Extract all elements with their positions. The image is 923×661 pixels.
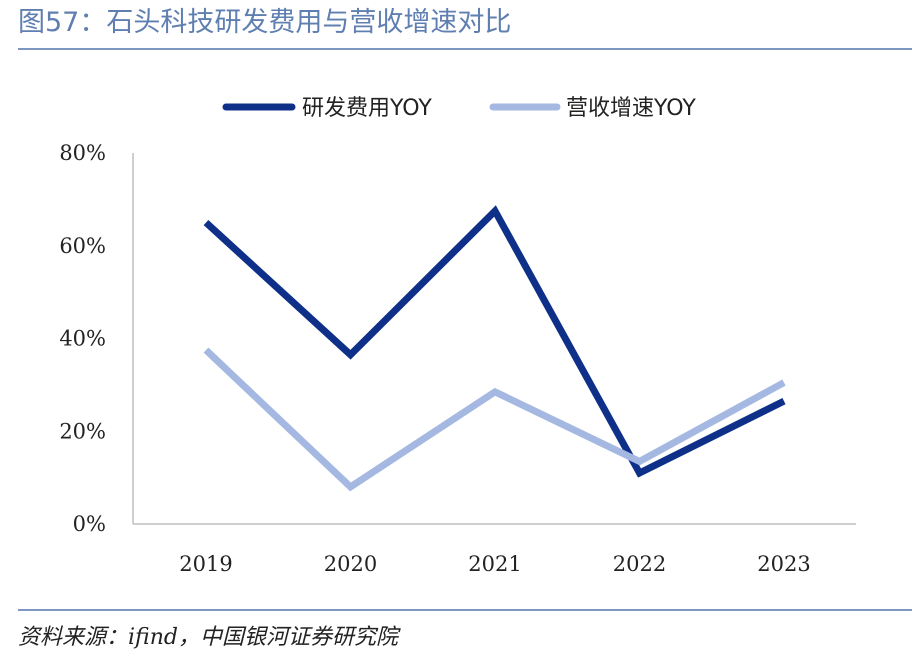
- y-tick-label: 40%: [59, 327, 106, 351]
- x-tick-label: 2020: [324, 552, 377, 576]
- legend-label-0: 研发费用YOY: [302, 96, 432, 121]
- y-tick-label: 80%: [59, 141, 106, 165]
- series-line-rd-expense-yoy: [203, 205, 786, 478]
- legend-label-1: 营收增速YOY: [566, 96, 696, 121]
- footer-divider: [18, 609, 912, 611]
- y-tick-label: 20%: [59, 419, 106, 443]
- x-tick-labels: 2019 2020 2021 2022 2023: [179, 552, 810, 576]
- x-tick-label: 2023: [757, 552, 810, 576]
- line-chart: 研发费用YOY 营收增速YOY 0% 20% 40% 60% 80% 2019 …: [59, 96, 856, 576]
- y-tick-label: 0%: [73, 512, 106, 536]
- source-note: 资料来源：ifind，中国银河证券研究院: [18, 625, 398, 650]
- y-tick-labels: 0% 20% 40% 60% 80%: [59, 141, 106, 536]
- title-divider: [18, 48, 912, 50]
- y-tick-label: 60%: [59, 234, 106, 258]
- legend: 研发费用YOY 营收增速YOY: [222, 96, 696, 121]
- x-tick-label: 2022: [613, 552, 666, 576]
- series-lines: [203, 205, 786, 492]
- x-tick-label: 2019: [179, 552, 232, 576]
- x-tick-label: 2021: [468, 552, 521, 576]
- page-title: 图57：石头科技研发费用与营收增速对比: [18, 7, 512, 38]
- series-line-revenue-growth-yoy: [203, 347, 786, 492]
